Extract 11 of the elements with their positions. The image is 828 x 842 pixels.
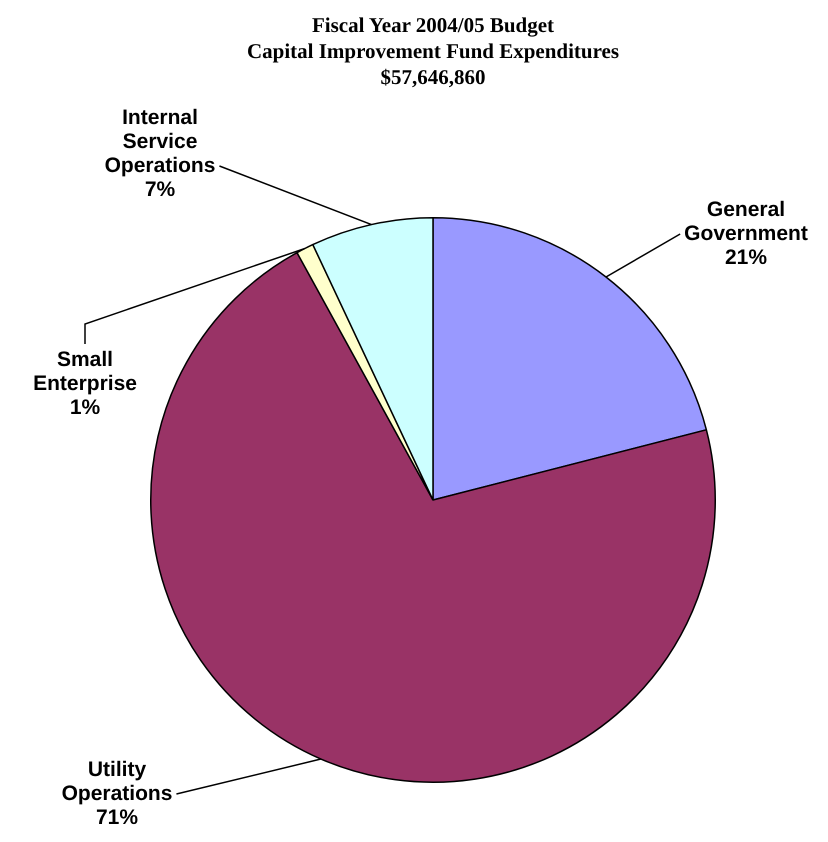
text: $57,646,860 [380,64,486,90]
chart-title: Fiscal Year 2004/05 Budget [310,12,556,38]
slice-label: Internal Service Operations [104,106,216,177]
data-label: 1% [70,396,100,419]
data-label: 71% [96,806,138,829]
data-label: 21% [724,246,768,269]
slice-label: General Government [684,198,808,245]
slice-label: Small Enterprise [33,348,137,395]
chart-subtitle: Capital Improvement Fund Expenditures [246,38,620,64]
data-label: 7% [144,178,176,201]
slice-label: Utility Operations [62,758,172,805]
